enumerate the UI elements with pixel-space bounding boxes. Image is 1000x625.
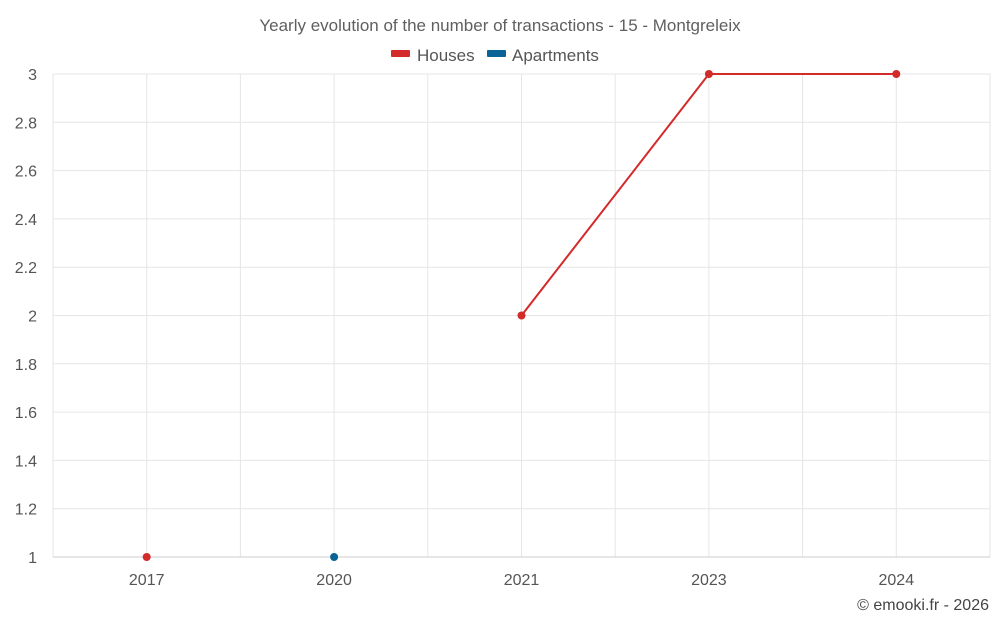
y-tick-label: 1.2 (15, 502, 37, 519)
data-point-houses[interactable] (704, 70, 713, 78)
y-tick-label: 2.4 (15, 212, 37, 229)
x-tick-label: 2023 (691, 572, 727, 589)
legend-label-apartments[interactable]: Apartments (512, 46, 599, 65)
legend-label-houses[interactable]: Houses (417, 46, 475, 65)
x-tick-label: 2024 (879, 572, 915, 589)
y-tick-label: 1.8 (15, 357, 37, 374)
x-tick-label: 2021 (504, 572, 540, 589)
y-tick-label: 2.6 (15, 164, 37, 181)
y-tick-label: 2.8 (15, 115, 37, 132)
y-tick-label: 3 (28, 67, 37, 84)
data-point-houses[interactable] (517, 311, 526, 320)
legend-swatch-houses (391, 50, 410, 57)
credit-text: © emooki.fr - 2026 (857, 597, 989, 614)
chart-title: Yearly evolution of the number of transa… (259, 16, 741, 35)
data-point-apartments[interactable] (330, 553, 339, 561)
data-point-houses[interactable] (142, 553, 151, 561)
y-tick-label: 1.4 (15, 453, 37, 470)
legend: Houses Apartments (391, 46, 599, 65)
series-layer (142, 70, 901, 561)
y-tick-label: 1 (28, 550, 37, 567)
legend-swatch-apartments (487, 50, 506, 57)
x-tick-label: 2020 (316, 572, 352, 589)
y-axis-ticks: 1 1.2 1.4 1.6 1.8 2 2.2 2.4 2.6 2.8 3 (15, 67, 37, 567)
y-tick-label: 2 (28, 309, 37, 326)
y-tick-label: 1.6 (15, 405, 37, 422)
x-axis-ticks: 2017 2020 2021 2023 2024 (129, 572, 914, 589)
grid (52, 73, 991, 558)
x-tick-label: 2017 (129, 572, 165, 589)
data-point-houses[interactable] (892, 70, 901, 78)
y-tick-label: 2.2 (15, 260, 37, 277)
